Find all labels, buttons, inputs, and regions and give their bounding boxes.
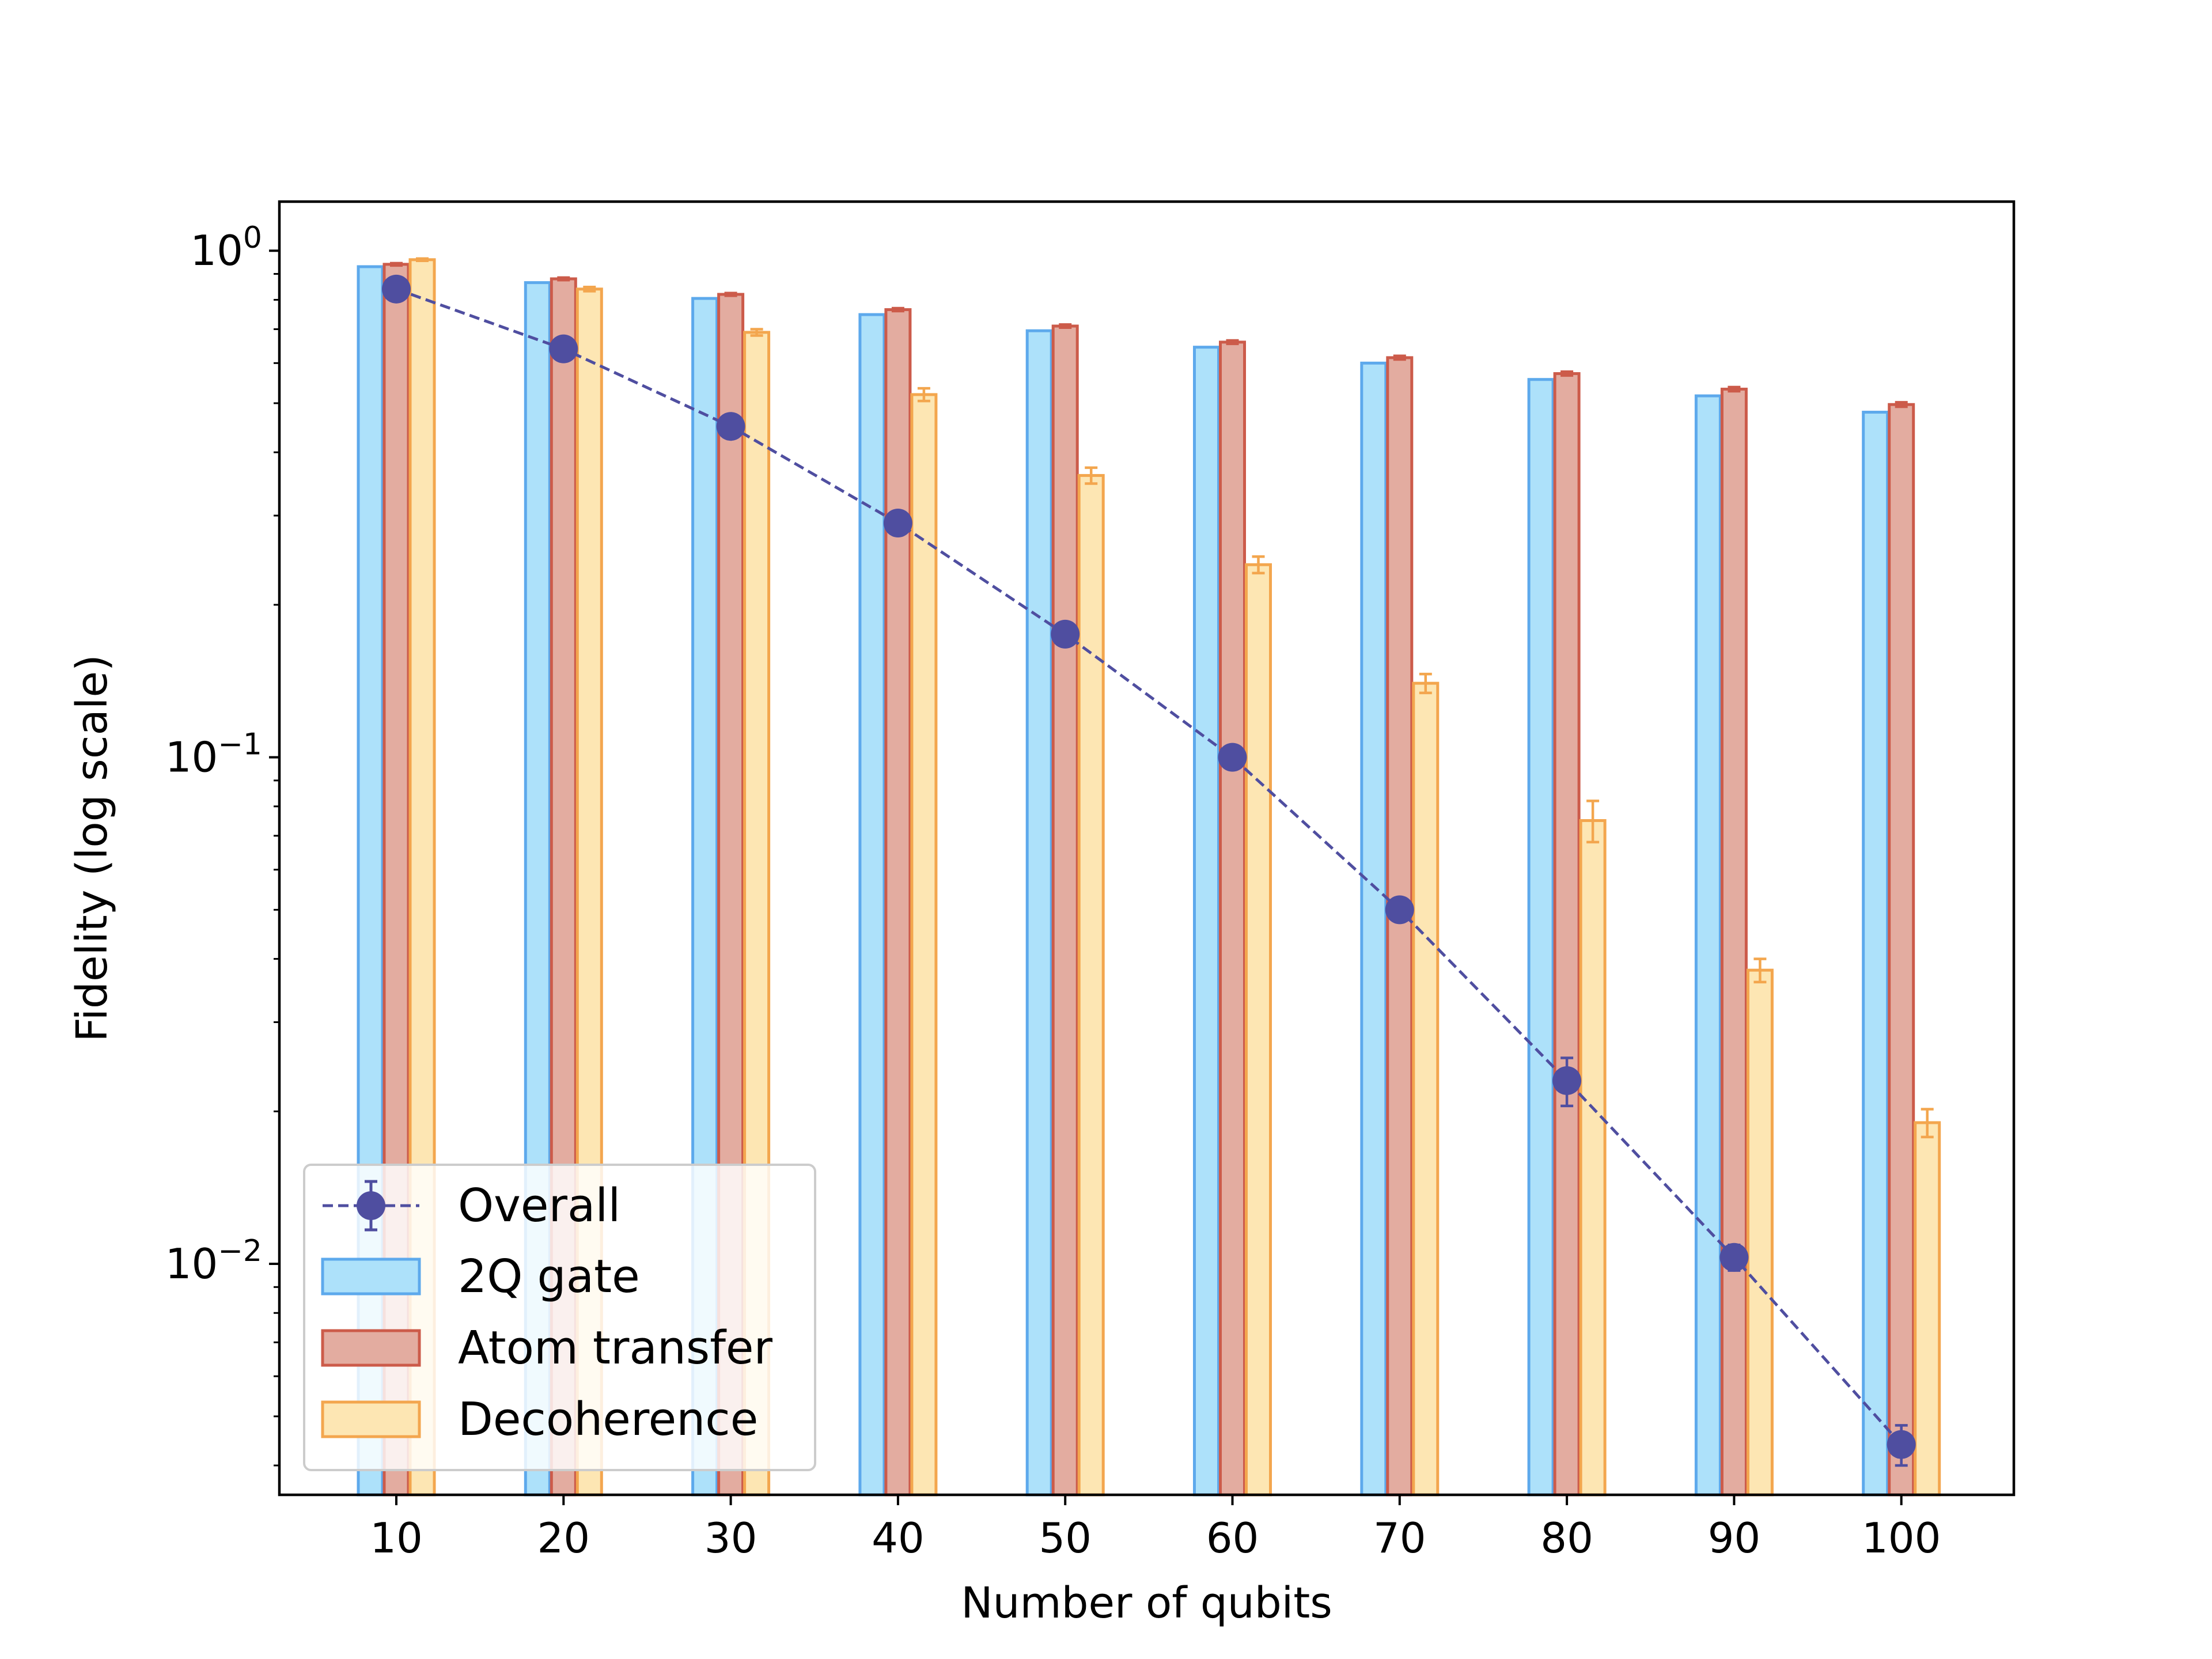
bar-atom-transfer-40 <box>884 308 912 1497</box>
errorbar-decoherence-100 <box>1921 1108 1934 1139</box>
point-overall-50 <box>1051 619 1080 649</box>
errorbar-atom-transfer-50 <box>1059 323 1072 329</box>
y-tick-label-1: 10−1 <box>165 728 262 782</box>
legend: Overall 2Q gate Atom transfer Decoherence <box>303 1164 816 1471</box>
overall-line <box>396 287 1903 1446</box>
y-tick-base-0: 10 <box>190 226 243 275</box>
bar-2q-gate-70 <box>1360 361 1388 1497</box>
point-overall-70 <box>1385 895 1414 925</box>
bar-atom-transfer-80 <box>1553 372 1581 1497</box>
legend-swatch-atom-transfer <box>321 1329 421 1367</box>
bar-atom-transfer-100 <box>1888 403 1915 1497</box>
bar-atom-transfer-70 <box>1386 356 1414 1497</box>
x-tick-label-30: 30 <box>704 1514 757 1562</box>
point-overall-60 <box>1218 743 1247 772</box>
bar-atom-transfer-50 <box>1051 324 1079 1497</box>
x-tick-label-60: 60 <box>1206 1514 1259 1562</box>
legend-label-overall: Overall <box>458 1179 620 1232</box>
y-tick-label-0: 100 <box>190 221 262 275</box>
point-overall-30 <box>716 412 745 441</box>
y-tick-exponent-1: −1 <box>218 728 262 762</box>
legend-swatch-2q-gate <box>321 1257 421 1296</box>
legend-overall-marker <box>357 1191 385 1220</box>
errorbar-decoherence-50 <box>1085 466 1098 485</box>
x-tick-label-50: 50 <box>1039 1514 1092 1562</box>
bar-2q-gate-80 <box>1527 378 1555 1497</box>
bar-2q-gate-40 <box>858 313 886 1497</box>
errorbar-decoherence-20 <box>583 285 596 293</box>
legend-label-atom-transfer: Atom transfer <box>458 1321 773 1374</box>
bar-2q-gate-50 <box>1025 329 1053 1497</box>
errorbar-decoherence-70 <box>1419 672 1432 695</box>
x-tick-label-20: 20 <box>537 1514 590 1562</box>
bar-decoherence-70 <box>1412 681 1440 1497</box>
errorbar-atom-transfer-100 <box>1895 401 1908 408</box>
errorbar-atom-transfer-80 <box>1560 370 1574 377</box>
x-tick-label-90: 90 <box>1708 1514 1761 1562</box>
y-axis-title: Fidelity (log scale) <box>67 654 117 1041</box>
errorbar-decoherence-10 <box>416 257 429 263</box>
bar-atom-transfer-60 <box>1219 340 1246 1497</box>
point-overall-10 <box>382 274 411 304</box>
y-tick-base-1: 10 <box>165 733 218 782</box>
errorbar-atom-transfer-90 <box>1728 385 1741 393</box>
x-tick-label-100: 100 <box>1862 1514 1941 1562</box>
y-tick-exponent-2: −2 <box>218 1234 262 1268</box>
y-tick-label-2: 10−2 <box>165 1234 262 1288</box>
bar-2q-gate-60 <box>1193 346 1220 1497</box>
errorbar-atom-transfer-70 <box>1393 354 1406 361</box>
bar-2q-gate-90 <box>1694 394 1722 1497</box>
errorbar-atom-transfer-40 <box>891 306 904 313</box>
y-tick-exponent-0: 0 <box>243 221 262 255</box>
errorbar-atom-transfer-20 <box>557 276 570 282</box>
errorbar-decoherence-90 <box>1753 957 1767 984</box>
errorbar-decoherence-30 <box>750 328 763 337</box>
legend-label-2q-gate: 2Q gate <box>458 1250 640 1303</box>
errorbar-decoherence-60 <box>1252 555 1265 575</box>
errorbar-atom-transfer-10 <box>390 262 403 267</box>
bar-decoherence-40 <box>910 393 938 1497</box>
legend-box <box>303 1164 816 1471</box>
x-tick-label-40: 40 <box>872 1514 925 1562</box>
point-overall-40 <box>883 508 912 537</box>
legend-label-decoherence: Decoherence <box>458 1393 758 1446</box>
x-axis-title: Number of qubits <box>961 1578 1332 1628</box>
point-overall-100 <box>1887 1430 1916 1459</box>
x-tick-label-80: 80 <box>1540 1514 1593 1562</box>
errorbar-decoherence-80 <box>1586 800 1600 844</box>
bar-decoherence-60 <box>1245 563 1272 1497</box>
errorbar-atom-transfer-60 <box>1226 339 1239 346</box>
x-tick-label-10: 10 <box>370 1514 423 1562</box>
point-overall-20 <box>549 334 578 363</box>
bar-decoherence-100 <box>1914 1121 1941 1497</box>
bar-2q-gate-100 <box>1862 411 1889 1497</box>
bar-decoherence-90 <box>1746 968 1774 1497</box>
x-tick-label-70: 70 <box>1373 1514 1426 1562</box>
plot-frame <box>278 200 2016 1497</box>
legend-swatch-decoherence <box>321 1400 421 1438</box>
bar-atom-transfer-90 <box>1720 388 1748 1497</box>
errorbar-decoherence-40 <box>917 387 930 403</box>
y-tick-base-2: 10 <box>165 1240 218 1288</box>
bar-decoherence-80 <box>1579 819 1607 1497</box>
bars-layer <box>357 257 1941 1497</box>
bar-decoherence-50 <box>1077 474 1105 1497</box>
point-overall-80 <box>1552 1066 1582 1095</box>
errorbar-atom-transfer-30 <box>724 291 737 297</box>
point-overall-90 <box>1719 1243 1749 1272</box>
overall-line-layer <box>382 274 1916 1467</box>
